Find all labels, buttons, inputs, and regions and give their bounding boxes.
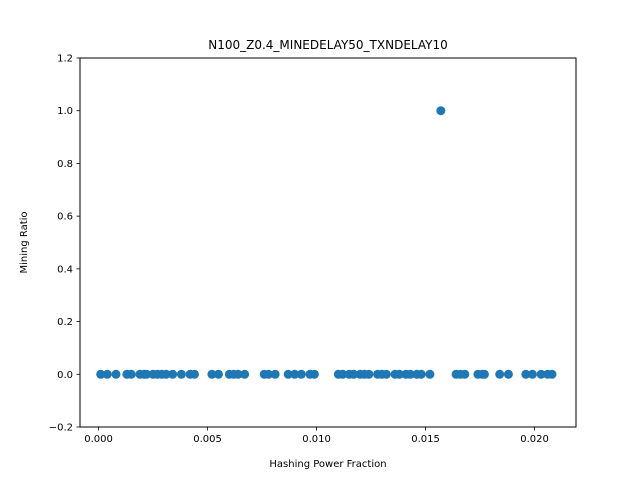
data-point (394, 369, 404, 379)
data-point (189, 369, 199, 379)
y-axis-label: Mining Ratio (19, 211, 30, 273)
y-tick-label: 1.0 (57, 106, 73, 117)
points-layer (96, 106, 557, 379)
data-point (168, 369, 178, 379)
data-point (283, 369, 293, 379)
data-point (495, 369, 505, 379)
data-point (405, 369, 415, 379)
x-tick-label: 0.015 (411, 434, 440, 445)
y-tick-label: 1.2 (57, 54, 73, 65)
x-tick-label: 0.020 (520, 434, 549, 445)
data-point (213, 369, 223, 379)
data-point (425, 369, 435, 379)
y-tick-label: 0.2 (57, 317, 73, 328)
data-point (290, 369, 300, 379)
y-tick-label: 0.8 (57, 159, 73, 170)
data-point (364, 369, 374, 379)
data-point (503, 369, 513, 379)
data-point (270, 369, 280, 379)
data-point (96, 369, 106, 379)
data-point (381, 369, 391, 379)
data-point (161, 369, 171, 379)
y-axis-ticks: −0.2 0.0 0.2 0.4 0.6 0.8 1.0 1.2 (49, 54, 80, 434)
data-point (547, 369, 557, 379)
x-tick-label: 0.005 (193, 434, 222, 445)
x-axis-ticks: 0.000 0.005 0.010 0.015 0.020 (84, 427, 549, 445)
x-tick-label: 0.010 (302, 434, 331, 445)
y-tick-label: 0.4 (57, 264, 73, 275)
data-point (521, 369, 531, 379)
y-tick-label: 0.0 (57, 370, 73, 381)
data-point (264, 369, 274, 379)
data-point (349, 369, 359, 379)
data-point (233, 369, 243, 379)
data-point (176, 369, 186, 379)
x-tick-label: 0.000 (84, 434, 113, 445)
data-point (207, 369, 217, 379)
plot-area (80, 58, 576, 427)
data-point (296, 369, 306, 379)
data-point (111, 369, 121, 379)
y-tick-label: 0.6 (57, 212, 73, 223)
plot-frame (79, 57, 577, 428)
data-point (309, 369, 319, 379)
data-point (436, 106, 446, 116)
data-point (527, 369, 537, 379)
chart-title: N100_Z0.4_MINEDELAY50_TXNDELAY10 (208, 38, 447, 52)
data-point (102, 369, 112, 379)
data-point (536, 369, 546, 379)
data-point (479, 369, 489, 379)
x-axis-label: Hashing Power Fraction (269, 459, 386, 470)
data-point (126, 369, 136, 379)
data-point (460, 369, 470, 379)
data-point (141, 369, 151, 379)
data-point (416, 369, 426, 379)
data-point (240, 369, 250, 379)
y-tick-label: −0.2 (49, 423, 73, 434)
data-point (338, 369, 348, 379)
